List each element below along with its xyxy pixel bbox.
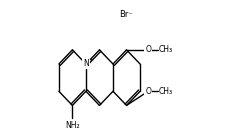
Text: O: O bbox=[145, 87, 151, 96]
Text: NH₂: NH₂ bbox=[65, 121, 79, 130]
Text: Br⁻: Br⁻ bbox=[119, 10, 133, 19]
Text: O: O bbox=[145, 45, 151, 54]
Text: CH₃: CH₃ bbox=[158, 87, 172, 96]
Text: N: N bbox=[83, 60, 88, 69]
Text: CH₃: CH₃ bbox=[158, 45, 172, 54]
Text: +: + bbox=[88, 57, 92, 62]
